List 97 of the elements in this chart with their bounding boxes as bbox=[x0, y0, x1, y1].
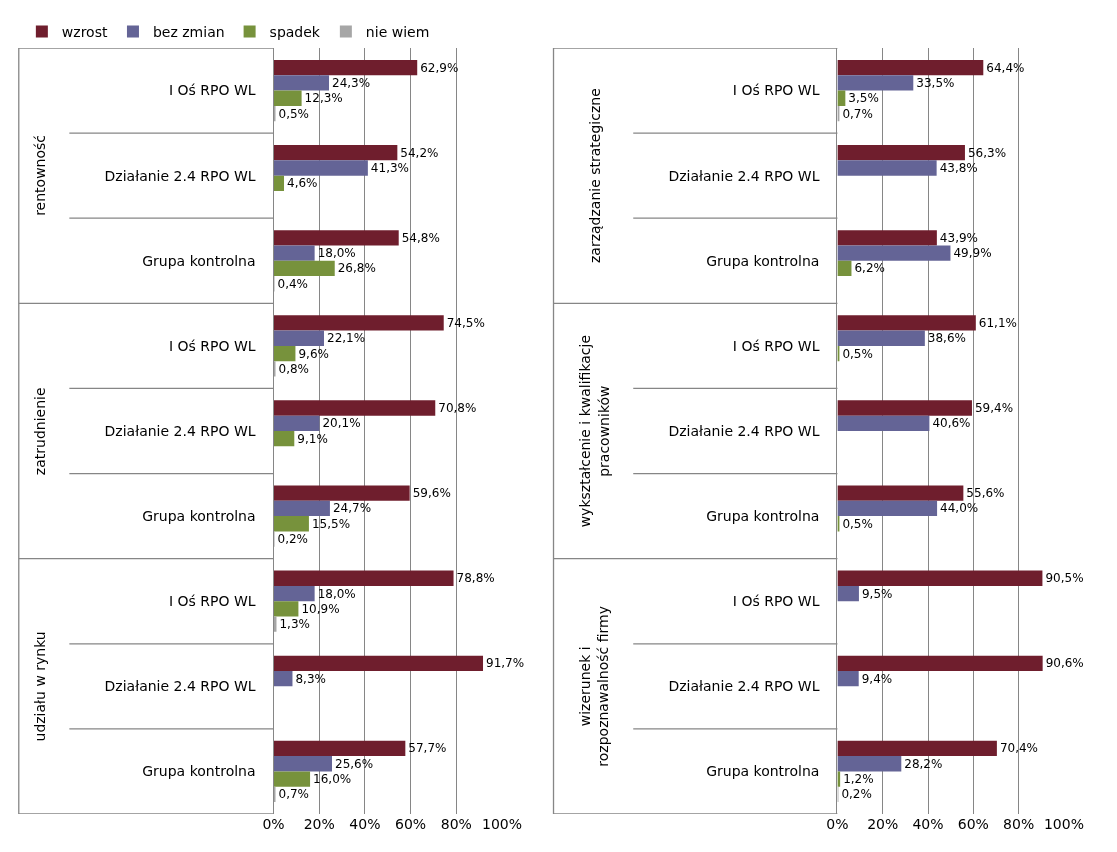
data-label: 61,1% bbox=[978, 315, 1017, 330]
y-tick-label: Grupa kontrolna bbox=[142, 508, 256, 525]
data-label: 9,6% bbox=[298, 346, 329, 361]
data-label: 9,4% bbox=[861, 671, 893, 686]
data-label: 62,9% bbox=[420, 60, 459, 75]
x-tick-label: 0% bbox=[826, 816, 849, 832]
data-label: 44,0% bbox=[940, 501, 979, 516]
y-tick-label: I Oś RPO WL bbox=[732, 82, 820, 99]
y-tick-label: I Oś RPO WL bbox=[732, 593, 820, 610]
data-label: 26,8% bbox=[337, 261, 376, 276]
y-tick-label: I Oś RPO WL bbox=[168, 337, 256, 354]
data-label: 0,7% bbox=[278, 787, 310, 802]
x-tick-label: 100% bbox=[481, 816, 522, 832]
text: wizerunek i rozpoznawalność firmy bbox=[577, 606, 612, 767]
x-tick-label: 0% bbox=[262, 816, 285, 832]
data-label: 41,3% bbox=[370, 161, 409, 176]
x-tick-label: 20% bbox=[303, 816, 335, 832]
x-tick-label: 100% bbox=[1043, 816, 1084, 832]
data-label: 24,7% bbox=[332, 501, 372, 516]
y-tick-label: Działanie 2.4 RPO WL bbox=[668, 422, 820, 439]
data-label: 1,2% bbox=[843, 772, 874, 787]
text: udziału w rynku bbox=[31, 631, 48, 742]
x-tick-label: 60% bbox=[957, 816, 989, 832]
data-label: 33,5% bbox=[916, 75, 955, 90]
x-tick-label: 80% bbox=[1003, 816, 1035, 832]
data-label: 56,3% bbox=[967, 145, 1007, 160]
data-label: 3,5% bbox=[848, 91, 879, 106]
y-tick-label: I Oś RPO WL bbox=[168, 593, 256, 610]
data-label: 90,6% bbox=[1045, 656, 1084, 671]
y-tick-label: Grupa kontrolna bbox=[142, 252, 256, 269]
legend-label: bez zmian bbox=[152, 24, 225, 41]
data-label: 0,5% bbox=[842, 516, 873, 531]
data-label: 40,6% bbox=[932, 416, 971, 431]
x-tick-label: 40% bbox=[349, 816, 381, 832]
data-label: 10,9% bbox=[301, 601, 340, 616]
data-label: 0,8% bbox=[278, 361, 310, 376]
data-label: 55,6% bbox=[966, 486, 1005, 501]
data-label: 18,0% bbox=[317, 246, 356, 261]
y-tick-label: Działanie 2.4 RPO WL bbox=[668, 678, 820, 695]
y-tick-label: Działanie 2.4 RPO WL bbox=[104, 678, 256, 695]
y-tick-label: Grupa kontrolna bbox=[142, 763, 256, 780]
data-label: 0,5% bbox=[278, 106, 310, 121]
data-label: 38,6% bbox=[927, 331, 966, 346]
data-label: 6,2% bbox=[854, 261, 885, 276]
data-label: 16,0% bbox=[313, 772, 352, 787]
data-label: 0,7% bbox=[842, 106, 873, 121]
data-label: 0,4% bbox=[277, 276, 309, 291]
data-label: 57,7% bbox=[408, 741, 447, 756]
data-label: 0,5% bbox=[842, 346, 873, 361]
text: zatrudnienie bbox=[32, 387, 49, 476]
legend-label: spadek bbox=[269, 24, 321, 41]
data-label: 90,5% bbox=[1045, 571, 1084, 586]
x-tick-label: 80% bbox=[440, 816, 472, 832]
x-tick-label: 20% bbox=[867, 816, 899, 832]
y-tick-label: Działanie 2.4 RPO WL bbox=[668, 167, 820, 184]
y-tick-label: I Oś RPO WL bbox=[732, 337, 820, 354]
data-label: 70,8% bbox=[438, 401, 477, 416]
data-label: 4,6% bbox=[287, 176, 318, 191]
data-label: 43,8% bbox=[939, 161, 978, 176]
y-tick-label: Działanie 2.4 RPO WL bbox=[104, 167, 256, 184]
text: wykształcenie i kwalifikacje pracowników bbox=[577, 334, 612, 528]
x-tick-label: 40% bbox=[912, 816, 944, 832]
data-label: 0,2% bbox=[841, 787, 872, 802]
data-label: 59,4% bbox=[974, 401, 1014, 416]
data-label: 70,4% bbox=[999, 741, 1039, 756]
legend-label: nie wiem bbox=[365, 24, 430, 41]
data-label: 18,0% bbox=[317, 586, 356, 601]
data-label: 12,3% bbox=[304, 91, 343, 106]
data-label: 25,6% bbox=[335, 756, 374, 771]
data-label: 8,3% bbox=[295, 671, 326, 686]
y-tick-label: Działanie 2.4 RPO WL bbox=[104, 422, 256, 439]
legend-label: wzrost bbox=[61, 24, 108, 41]
text: rentowność bbox=[32, 134, 49, 216]
data-label: 54,2% bbox=[400, 145, 439, 160]
data-label: 64,4% bbox=[986, 60, 1025, 75]
data-label: 49,9% bbox=[953, 246, 992, 261]
y-tick-label: Grupa kontrolna bbox=[706, 763, 820, 780]
data-label: 1,3% bbox=[279, 617, 310, 632]
data-label: 54,8% bbox=[401, 230, 440, 245]
data-label: 91,7% bbox=[486, 656, 525, 671]
data-label: 9,1% bbox=[297, 431, 328, 446]
data-label: 20,1% bbox=[322, 416, 361, 431]
y-tick-label: Grupa kontrolna bbox=[706, 508, 820, 525]
y-tick-label: I Oś RPO WL bbox=[168, 82, 256, 99]
data-label: 24,3% bbox=[332, 75, 371, 90]
x-tick-label: 60% bbox=[395, 816, 427, 832]
data-label: 0,2% bbox=[277, 532, 309, 547]
y-tick-label: Grupa kontrolna bbox=[706, 252, 820, 269]
data-label: 9,5% bbox=[861, 586, 893, 601]
data-label: 15,5% bbox=[311, 516, 351, 531]
text: zarządzanie strategiczne bbox=[586, 88, 603, 264]
data-label: 22,1% bbox=[327, 331, 366, 346]
data-label: 78,8% bbox=[456, 571, 495, 586]
data-label: 43,9% bbox=[939, 230, 978, 245]
data-label: 59,6% bbox=[412, 486, 451, 501]
data-label: 28,2% bbox=[904, 756, 943, 771]
data-label: 74,5% bbox=[446, 315, 485, 330]
